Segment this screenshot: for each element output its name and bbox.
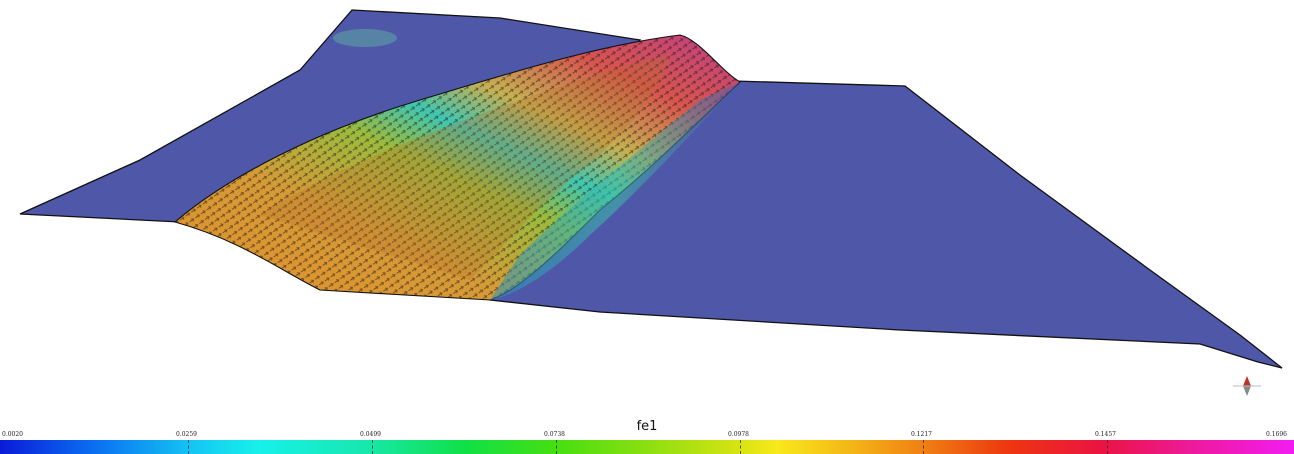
colorbar-tick-label: 0.0259 [176,431,197,438]
colorbar-tick-mark [556,440,557,454]
mesh-surface-main [488,79,1283,369]
colorbar-tick-label: 0.0020 [2,431,23,438]
colorbar [0,440,1294,454]
colorbar-tick-mark [1107,440,1108,454]
colorbar-tick-label: 0.1217 [911,431,932,438]
colorbar-tick-label: 0.0499 [360,431,381,438]
colorbar-tick-mark [740,440,741,454]
mesh-hotspot [333,29,397,47]
colorbar-tick-mark [372,440,373,454]
colorbar-tick-label: 0.1696 [1266,431,1287,438]
3d-viewport[interactable] [0,0,1294,412]
colorbar-tick-label: 0.1457 [1095,431,1116,438]
colorbar-tick-label: 0.0738 [544,431,565,438]
vector-glyph-field [175,35,740,300]
ridge-front-slope [490,82,740,300]
colorbar-title: fe1 [636,419,658,434]
colorbar-tick-mark [188,440,189,454]
colorbar-tick-mark [923,440,924,454]
ridge-crest-band [260,55,670,280]
orientation-triad-icon[interactable] [1233,376,1261,396]
colorbar-tick-label: 0.0978 [728,431,749,438]
